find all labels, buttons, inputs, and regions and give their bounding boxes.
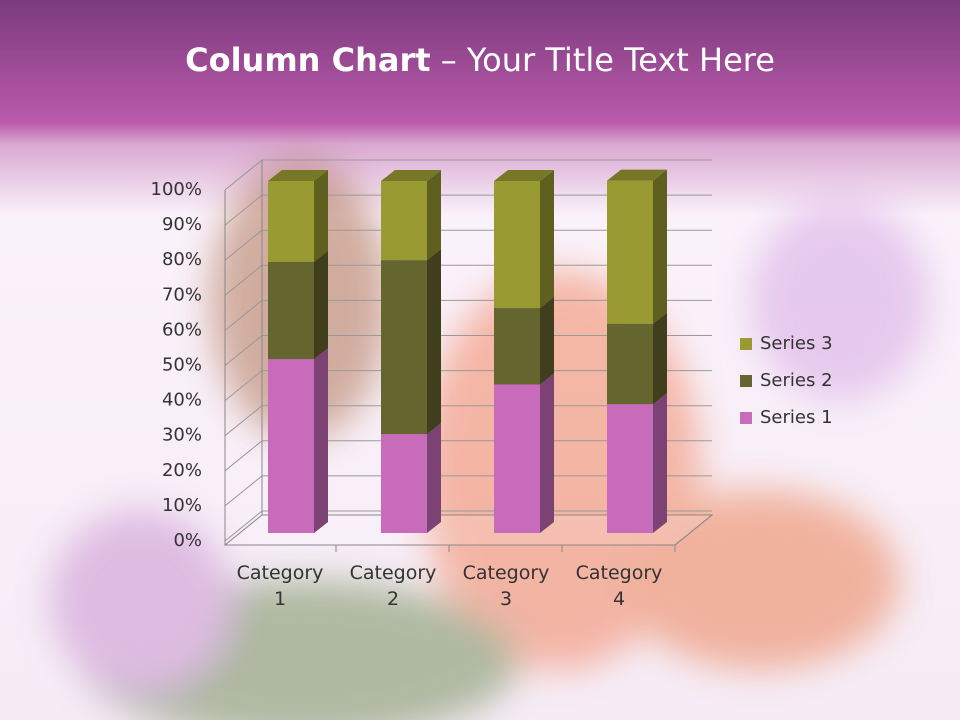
legend-swatch [740,375,752,387]
bar-face [268,181,314,262]
legend-swatch [740,338,752,350]
bar-face [540,170,554,309]
bar-face [607,404,653,533]
background-flowers [50,160,930,720]
bar-face [427,423,441,533]
bar-face [314,250,328,360]
bar [381,249,441,435]
legend-swatch [740,412,752,424]
bar [268,250,328,360]
bar-face [607,169,667,181]
bar-face [268,261,314,360]
bar-face [268,170,328,181]
bar-face [314,348,328,533]
title-bold: Column Chart [185,41,430,79]
title-rest: – Your Title Text Here [441,41,775,79]
bar [268,348,328,533]
bar [381,423,441,533]
bar [607,393,667,533]
y-tick-label: 10% [162,495,202,516]
bar-face [607,180,653,324]
bar-face [427,170,441,261]
bar-face [653,169,667,324]
bar-face [494,308,540,385]
bar-face [381,181,427,261]
y-tick-label: 80% [162,249,202,270]
legend-label: Series 2 [760,370,833,391]
bar-face [540,297,554,385]
bar-face [427,249,441,435]
y-tick-label: 20% [162,460,202,481]
y-tick-label: 90% [162,214,202,235]
x-tick-label: Category 1 [236,562,324,610]
y-tick-label: 60% [162,319,202,340]
bar-face [381,260,427,435]
bar [607,312,667,405]
x-tick-label: Category 4 [575,562,663,610]
y-tick-label: 40% [162,390,202,411]
bar-face [268,359,314,533]
bar [607,169,667,324]
slide-title: Column Chart – Your Title Text Here [185,41,775,79]
legend-label: Series 3 [760,333,833,354]
bar [381,170,441,261]
y-tick-label: 30% [162,425,202,446]
x-tick-label: Category 3 [462,562,550,610]
bar-face [494,384,540,533]
bar-face [653,312,667,405]
bar [494,170,554,309]
y-tick-label: 70% [162,284,202,305]
y-tick-label: 50% [162,355,202,376]
y-tick-label: 100% [151,179,202,200]
bar-face [381,434,427,533]
bar-face [540,373,554,533]
right-edge [674,514,713,546]
bar-face [494,170,554,181]
legend-label: Series 1 [760,407,833,428]
y-tick-label: 0% [173,530,202,551]
x-tick-label: Category 2 [349,562,437,610]
bar [268,170,328,262]
bar [494,297,554,385]
bar-face [381,170,441,181]
bar-face [607,323,653,405]
bar-face [494,181,540,309]
bar-face [314,170,328,262]
bar-face [653,393,667,533]
bar [494,373,554,533]
